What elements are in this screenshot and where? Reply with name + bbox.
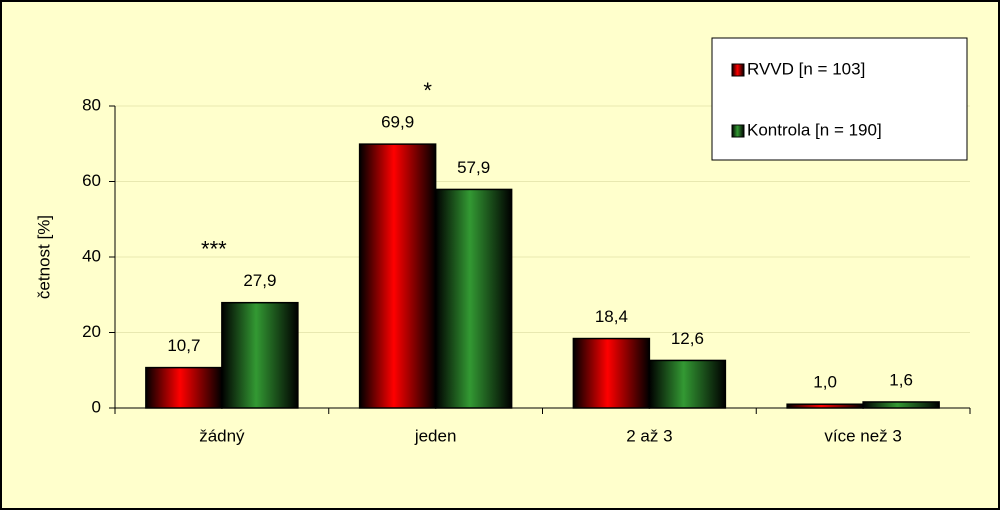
bar: [434, 188, 513, 409]
y-tick-label: 60: [82, 171, 101, 190]
value-label: 69,9: [381, 113, 414, 132]
value-label: 12,6: [671, 329, 704, 348]
x-tick-label: více než 3: [824, 426, 902, 445]
bar: [862, 401, 940, 409]
legend-box: [711, 37, 968, 161]
bar: [648, 359, 727, 409]
bar: [221, 301, 299, 409]
bar: [358, 143, 437, 409]
value-label: 10,7: [167, 336, 200, 355]
value-label: 57,9: [457, 158, 490, 177]
legend-label: Kontrola [n = 190]: [747, 120, 882, 139]
value-label: 18,4: [595, 307, 628, 326]
bar: [572, 337, 651, 409]
y-axis-label: četnost [%]: [34, 215, 53, 299]
y-tick-label: 20: [82, 322, 101, 341]
y-tick-label: 40: [82, 246, 101, 265]
x-tick-label: 2 až 3: [626, 426, 672, 445]
bar: [786, 403, 864, 409]
legend-label: RVVD [n = 103]: [747, 59, 865, 78]
y-tick-label: 80: [82, 95, 101, 114]
bar: [145, 366, 223, 409]
legend-swatch: [731, 124, 745, 138]
x-tick-label: žádný: [199, 426, 245, 445]
legend-swatch: [731, 63, 745, 77]
annotation: *: [423, 78, 432, 103]
x-tick-label: jeden: [414, 426, 457, 445]
value-label: 1,6: [889, 370, 913, 389]
value-label: 1,0: [813, 373, 837, 392]
y-tick-label: 0: [92, 397, 101, 416]
value-label: 27,9: [243, 271, 276, 290]
annotation: ***: [201, 236, 227, 261]
